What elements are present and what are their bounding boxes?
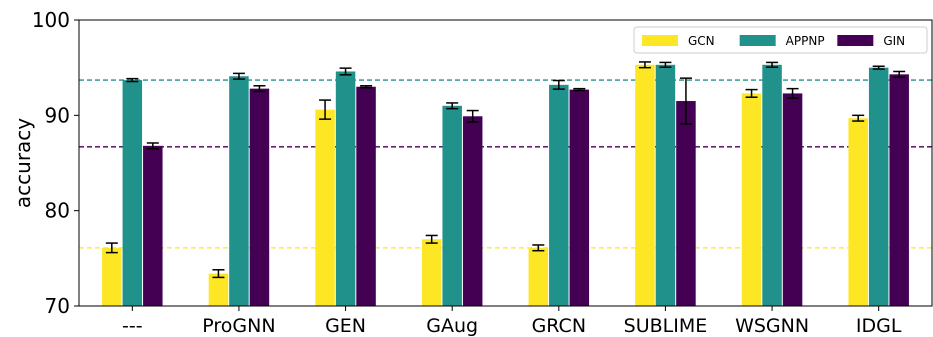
y-tick-label: 100 (32, 8, 70, 32)
x-axis: --- ProGNN GEN GAug GRCN SUBLIME WSGNN IDGL (122, 306, 902, 337)
bar-appnp-6 (762, 64, 782, 306)
error-bar-gin-3 (466, 109, 479, 123)
error-bar-appnp-5 (659, 61, 672, 68)
bar-gcn-5 (635, 64, 655, 306)
error-bar-appnp-6 (766, 61, 779, 68)
bar-gin-5 (676, 101, 696, 307)
bar-gin-7 (889, 74, 909, 306)
error-bar-appnp-2 (339, 67, 352, 76)
bars (102, 64, 909, 307)
legend-box (633, 26, 928, 54)
x-tick-label: --- (122, 315, 143, 337)
error-bar-gcn-5 (638, 61, 651, 69)
error-bar-gcn-6 (745, 88, 758, 98)
y-tick-label: 80 (45, 199, 70, 223)
x-tick-label: SUBLIME (624, 315, 708, 337)
error-bar-gin-5 (679, 77, 692, 125)
bar-gcn-6 (741, 93, 762, 306)
reference-lines (79, 79, 932, 249)
bar-appnp-2 (335, 71, 356, 306)
y-tick-label: 70 (45, 294, 70, 318)
legend-swatch-gin (837, 35, 874, 46)
legend-label-gin: GIN (883, 34, 905, 48)
bar-appnp-7 (868, 67, 889, 307)
plot-frame (78, 19, 933, 307)
error-bar-gin-7 (893, 70, 906, 78)
error-bar-gcn-4 (532, 244, 545, 252)
error-bar-gcn-1 (212, 269, 225, 279)
error-bar-gcn-7 (852, 114, 865, 122)
error-bar-appnp-3 (446, 102, 459, 110)
bar-gcn-0 (102, 247, 122, 306)
bar-appnp-3 (442, 105, 462, 306)
y-axis: 70 80 90 100 (32, 8, 79, 318)
legend-label-appnp: APPNP (786, 34, 825, 48)
error-bar-gin-0 (146, 142, 159, 150)
x-tick-label: ProGNN (202, 315, 275, 337)
error-bar-gcn-0 (105, 242, 118, 254)
bar-gin-1 (249, 88, 270, 306)
x-tick-label: IDGL (856, 315, 902, 337)
error-bar-gin-2 (360, 85, 373, 89)
bar-appnp-0 (122, 80, 143, 306)
legend-swatch-gcn (642, 35, 678, 46)
error-bar-appnp-4 (552, 79, 565, 90)
error-bar-appnp-0 (126, 77, 139, 83)
bar-appnp-4 (549, 84, 569, 307)
error-bar-gcn-2 (319, 99, 332, 120)
bar-gcn-7 (848, 118, 868, 307)
error-bar-gcn-3 (425, 234, 438, 244)
x-tick-label: GEN (325, 315, 366, 337)
error-bar-gin-6 (786, 87, 799, 99)
bar-gcn-2 (315, 109, 335, 306)
y-tick-label: 90 (45, 103, 70, 127)
bar-gin-2 (356, 86, 376, 306)
error-bar-appnp-1 (232, 72, 245, 80)
bar-gin-6 (782, 93, 803, 306)
error-bar-gin-1 (253, 85, 266, 93)
legend: GCN APPNP GIN (633, 26, 928, 54)
error-bar-gin-4 (573, 87, 586, 92)
bar-appnp-1 (229, 76, 249, 306)
bar-gin-3 (462, 116, 483, 306)
bar-appnp-5 (655, 64, 676, 306)
bar-gin-0 (143, 145, 163, 306)
x-tick-label: GAug (426, 315, 478, 337)
x-tick-label: GRCN (532, 315, 586, 337)
bar-gin-4 (569, 89, 590, 307)
error-bars (105, 61, 906, 279)
bar-gcn-1 (208, 273, 229, 306)
bar-gcn-4 (528, 247, 549, 306)
legend-label-gcn: GCN (688, 34, 715, 48)
bar-gcn-3 (421, 239, 442, 306)
legend-swatch-appnp (739, 35, 776, 46)
x-tick-label: WSGNN (735, 315, 809, 337)
y-axis-title: accuracy (11, 118, 35, 208)
error-bar-appnp-7 (872, 65, 885, 70)
